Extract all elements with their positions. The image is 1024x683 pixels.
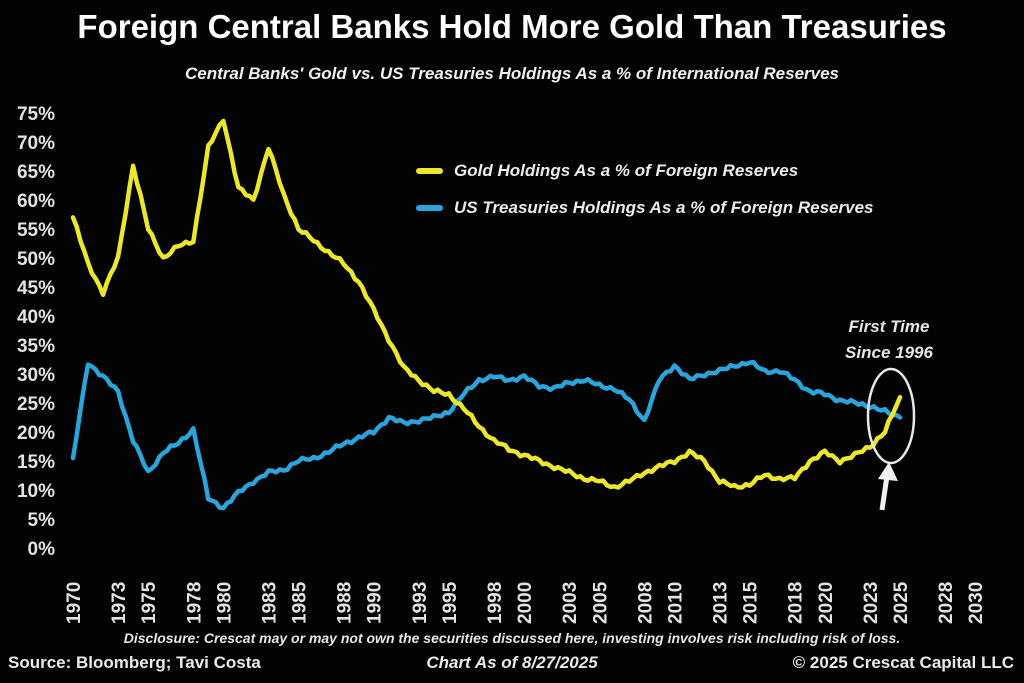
x-tick-label: 2025 [891,581,912,624]
x-tick-label: 2018 [786,582,807,624]
crossover-annotation: First Time Since 1996 [845,317,933,511]
y-tick-label: 50% [17,249,55,270]
y-tick-label: 70% [17,133,55,154]
annotation-text-line2: Since 1996 [845,343,933,362]
x-tick-label: 2015 [741,581,762,624]
x-tick-label: 2010 [666,582,687,624]
x-tick-label: 1985 [290,581,311,624]
y-tick-label: 55% [17,220,55,241]
y-tick-label: 75% [17,104,55,125]
x-tick-label: 1978 [184,582,205,624]
y-tick-label: 25% [17,394,55,415]
x-tick-label: 1983 [260,582,281,624]
gold-line-swatch-icon [416,168,443,174]
chart-subtitle: Central Banks' Gold vs. US Treasuries Ho… [184,64,840,83]
gold-holdings-line [70,118,903,490]
x-tick-label: 1988 [335,582,356,624]
y-tick-label: 0% [28,539,56,560]
y-tick-label: 60% [17,191,55,212]
y-tick-label: 5% [28,510,56,531]
y-tick-label: 20% [17,423,55,444]
y-tick-label: 30% [17,365,55,386]
x-tick-label: 2023 [861,582,882,624]
x-tick-label: 1998 [485,582,506,624]
y-tick-label: 40% [17,307,55,328]
legend-label-gold: Gold Holdings As a % of Foreign Reserves [454,161,799,180]
source-credit: Source: Bloomberg; Tavi Costa [8,653,261,672]
x-tick-label: 2020 [816,582,837,624]
x-tick-label: 1990 [365,582,386,624]
x-tick-label: 2000 [515,582,536,624]
y-tick-label: 35% [17,336,55,357]
x-axis-tick-labels: 1970 1973 1975 1978 1980 1983 1985 1988 1990 1993… [64,581,987,624]
x-tick-label: 2003 [560,582,581,624]
x-tick-label: 2013 [711,582,732,624]
x-tick-label: 1975 [139,581,160,624]
x-tick-label: 1993 [410,582,431,624]
annotation-text-line1: First Time [849,317,930,336]
x-tick-label: 1973 [109,582,130,624]
legend-item-gold: Gold Holdings As a % of Foreign Reserves [416,160,873,182]
x-tick-label: 2028 [936,582,957,624]
footer: Source: Bloomberg; Tavi Costa Chart As o… [0,653,1024,677]
up-arrow-icon [878,462,898,511]
y-tick-label: 10% [17,481,55,502]
y-tick-label: 15% [17,452,55,473]
x-tick-label: 2005 [590,581,611,624]
us-treasuries-line [70,359,903,511]
x-tick-label: 1980 [214,582,235,624]
copyright-notice: © 2025 Crescat Capital LLC [792,653,1014,672]
x-tick-label: 1995 [440,581,461,624]
data-series-lines [70,118,903,511]
chart-as-of-date: Chart As of 8/27/2025 [426,653,598,672]
y-axis-tick-labels: 0% 5% 10% 15% 20% 25% 30% 35% 40% 45% 50% 55% 60% 65%… [17,104,55,560]
legend-label-treasuries: US Treasuries Holdings As a % of Foreign… [454,198,874,217]
y-tick-label: 45% [17,278,55,299]
page-title: Foreign Central Banks Hold More Gold Tha… [77,8,947,45]
x-tick-label: 2030 [966,582,987,624]
legend: Gold Holdings As a % of Foreign Reserves… [416,160,873,234]
y-tick-label: 65% [17,162,55,183]
disclosure-text: Disclosure: Crescat may or may not own t… [123,630,901,646]
legend-item-treasuries: US Treasuries Holdings As a % of Foreign… [416,197,873,219]
crossover-ellipse [866,367,916,465]
x-tick-label: 2008 [635,582,656,624]
x-tick-label: 1970 [64,582,85,624]
treasuries-line-swatch-icon [416,205,443,211]
